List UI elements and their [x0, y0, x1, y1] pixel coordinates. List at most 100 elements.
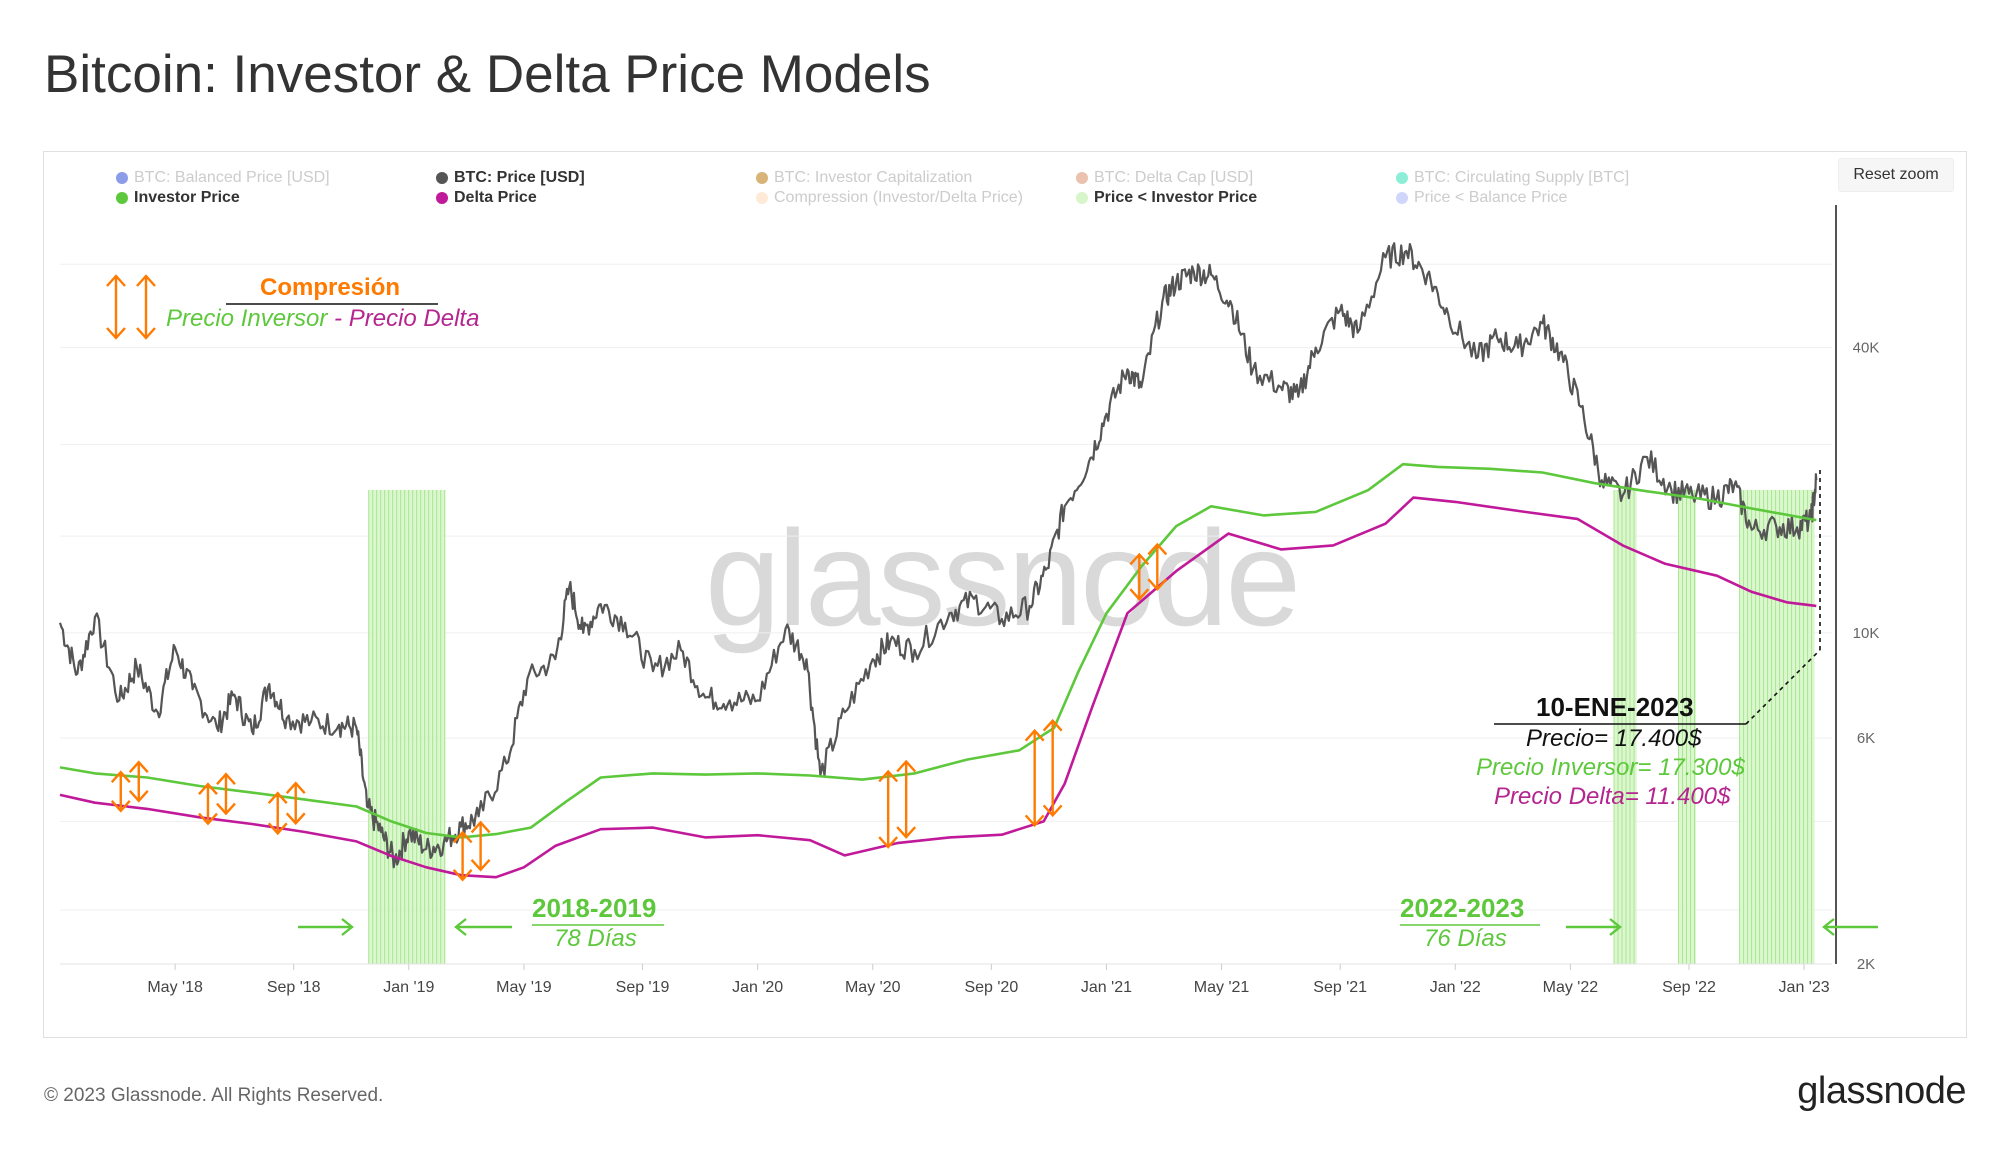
arrow-head-up — [1147, 542, 1168, 556]
arrow-head-up — [896, 759, 917, 773]
callout-leader — [1745, 649, 1821, 725]
period1-days: 78 Días — [554, 925, 637, 952]
arrow-head-up — [128, 760, 149, 773]
x-tick-label: Jan '20 — [732, 979, 783, 996]
legend-item-7[interactable]: Compression (Investor/Delta Price) — [756, 189, 1023, 207]
price-readout: Precio= 17.400$ — [1526, 725, 1702, 752]
legend-item-8[interactable]: Price < Investor Price — [1076, 189, 1257, 207]
arrow-head-up — [878, 769, 899, 783]
legend-item-6[interactable]: Delta Price — [436, 189, 537, 207]
arrow-head-up — [216, 772, 236, 786]
x-tick-label: Jan '23 — [1779, 979, 1830, 996]
arrow-head-up — [470, 820, 491, 834]
compression-title: Compresión — [260, 274, 401, 301]
legend-item-3[interactable]: BTC: Delta Cap [USD] — [1076, 169, 1253, 187]
x-tick-label: Sep '19 — [616, 979, 670, 996]
x-tick-label: May '20 — [845, 979, 901, 996]
compression-arrow-icon — [1042, 718, 1063, 818]
legend-item-2[interactable]: BTC: Investor Capitalization — [756, 169, 972, 187]
compression-arrow-icon — [110, 770, 131, 813]
compression-formula: Precio Inversor - Precio Delta — [166, 305, 479, 333]
legend-item-0[interactable]: BTC: Balanced Price [USD] — [116, 169, 330, 187]
compression-arrow-icon — [470, 820, 491, 872]
arrow-head-down — [110, 800, 131, 813]
legend-dot-icon — [1396, 172, 1408, 184]
legend-dot-icon — [116, 172, 128, 184]
shaded-period — [1613, 490, 1637, 964]
reset-zoom-button[interactable]: Reset zoom — [1838, 158, 1954, 192]
legend-dot-icon — [756, 192, 768, 204]
legend-label: BTC: Investor Capitalization — [774, 169, 973, 186]
compression-arrow-icon — [452, 830, 473, 882]
y-tick-label: 6K — [1857, 730, 1875, 747]
arrow-head-up — [267, 791, 288, 804]
arrow-head-down — [452, 868, 473, 882]
period2-title: 2022-2023 — [1400, 893, 1525, 923]
x-tick-label: May '22 — [1543, 979, 1599, 996]
arrow-head — [1609, 918, 1622, 936]
compression-arrow-icon — [216, 772, 236, 816]
legend-label: Investor Price — [134, 189, 240, 206]
series-btc-price — [58, 242, 1818, 869]
legend-dot-icon — [756, 172, 768, 184]
legend-item-4[interactable]: BTC: Circulating Supply [BTC] — [1396, 169, 1629, 187]
series-lines — [58, 242, 1818, 879]
x-tick-label: Jan '19 — [383, 979, 434, 996]
legend-item-5[interactable]: Investor Price — [116, 189, 240, 207]
arrow-head-down — [1042, 804, 1063, 818]
arrow-head-down — [1129, 588, 1150, 601]
legend-item-1[interactable]: BTC: Price [USD] — [436, 169, 585, 187]
legend-label: BTC: Circulating Supply [BTC] — [1414, 169, 1630, 186]
arrow-head-up — [110, 770, 131, 783]
arrow-head-up — [106, 274, 126, 287]
series-delta-price — [59, 496, 1817, 879]
compression-arrow-icon — [878, 769, 899, 849]
series-investor-price — [59, 462, 1817, 839]
x-tick-label: Sep '21 — [1313, 979, 1367, 996]
legend-label: Compression (Investor/Delta Price) — [774, 189, 1023, 206]
shaded-periods — [368, 490, 1815, 964]
arrow-head-up — [285, 781, 306, 794]
legend-dot-icon — [436, 192, 448, 204]
x-tick-label: May '21 — [1194, 979, 1250, 996]
legend-label: Delta Price — [454, 189, 537, 206]
legend-label: BTC: Balanced Price [USD] — [134, 169, 330, 186]
arrow-head-up — [198, 782, 218, 796]
arrow-head-down — [896, 826, 917, 839]
arrow-head-up — [452, 830, 473, 844]
date-title: 10-ENE-2023 — [1536, 692, 1694, 722]
legend-dot-icon — [1396, 192, 1408, 204]
x-tick-label: Sep '18 — [267, 979, 321, 996]
compression-dash: - — [327, 305, 349, 332]
compression-delta-label: Precio Delta — [348, 305, 480, 332]
compression-markers — [110, 542, 1168, 882]
arrow-head-up — [1024, 728, 1045, 742]
compression-arrow-icon — [1024, 728, 1045, 828]
x-tick-label: May '18 — [147, 979, 203, 996]
legend-item-9[interactable]: Price < Balance Price — [1396, 189, 1567, 207]
x-tick-label: Sep '20 — [964, 979, 1018, 996]
legend-dot-icon — [436, 172, 448, 184]
compression-arrow-icon — [285, 781, 306, 826]
compression-arrow-icon — [896, 759, 917, 839]
legend-label: BTC: Price [USD] — [454, 169, 585, 186]
arrow-head-down — [267, 822, 288, 836]
annotation-arrows — [106, 274, 1878, 936]
x-tick-label: Sep '22 — [1662, 979, 1716, 996]
period-arrow-icon — [454, 918, 512, 936]
arrow-head-up — [1042, 718, 1063, 732]
legend-dot-icon — [1076, 192, 1088, 204]
arrow-head-down — [1024, 814, 1045, 828]
arrow-head — [454, 918, 467, 936]
arrow-head-down — [470, 858, 491, 872]
arrow-head-down — [198, 812, 218, 826]
compression-arrow-icon — [1147, 542, 1168, 591]
legend-label: BTC: Delta Cap [USD] — [1094, 169, 1254, 186]
compression-arrow-icon — [198, 782, 218, 826]
y-tick-label: 40K — [1853, 340, 1880, 357]
y-tick-label: 10K — [1853, 625, 1880, 642]
legend-label: Price < Investor Price — [1094, 189, 1258, 206]
chart-frame — [43, 151, 1967, 1038]
arrow-head-down — [878, 836, 899, 849]
